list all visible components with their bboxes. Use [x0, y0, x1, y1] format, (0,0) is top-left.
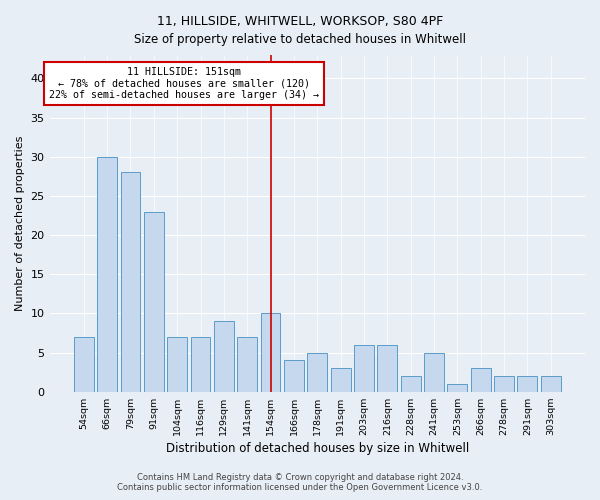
Bar: [471, 368, 491, 392]
Bar: [331, 368, 350, 392]
Bar: [448, 384, 467, 392]
Bar: [214, 321, 234, 392]
Bar: [260, 314, 280, 392]
Bar: [401, 376, 421, 392]
Bar: [167, 337, 187, 392]
Bar: [97, 157, 117, 392]
Bar: [121, 172, 140, 392]
Bar: [354, 344, 374, 392]
Bar: [191, 337, 211, 392]
Bar: [377, 344, 397, 392]
Bar: [517, 376, 538, 392]
Bar: [307, 352, 327, 392]
Bar: [284, 360, 304, 392]
Bar: [74, 337, 94, 392]
Text: 11, HILLSIDE, WHITWELL, WORKSOP, S80 4PF: 11, HILLSIDE, WHITWELL, WORKSOP, S80 4PF: [157, 15, 443, 28]
Bar: [144, 212, 164, 392]
Bar: [494, 376, 514, 392]
Bar: [238, 337, 257, 392]
X-axis label: Distribution of detached houses by size in Whitwell: Distribution of detached houses by size …: [166, 442, 469, 455]
Text: Contains HM Land Registry data © Crown copyright and database right 2024.
Contai: Contains HM Land Registry data © Crown c…: [118, 473, 482, 492]
Text: 11 HILLSIDE: 151sqm
← 78% of detached houses are smaller (120)
22% of semi-detac: 11 HILLSIDE: 151sqm ← 78% of detached ho…: [49, 66, 319, 100]
Bar: [424, 352, 444, 392]
Text: Size of property relative to detached houses in Whitwell: Size of property relative to detached ho…: [134, 32, 466, 46]
Y-axis label: Number of detached properties: Number of detached properties: [15, 136, 25, 311]
Bar: [541, 376, 560, 392]
